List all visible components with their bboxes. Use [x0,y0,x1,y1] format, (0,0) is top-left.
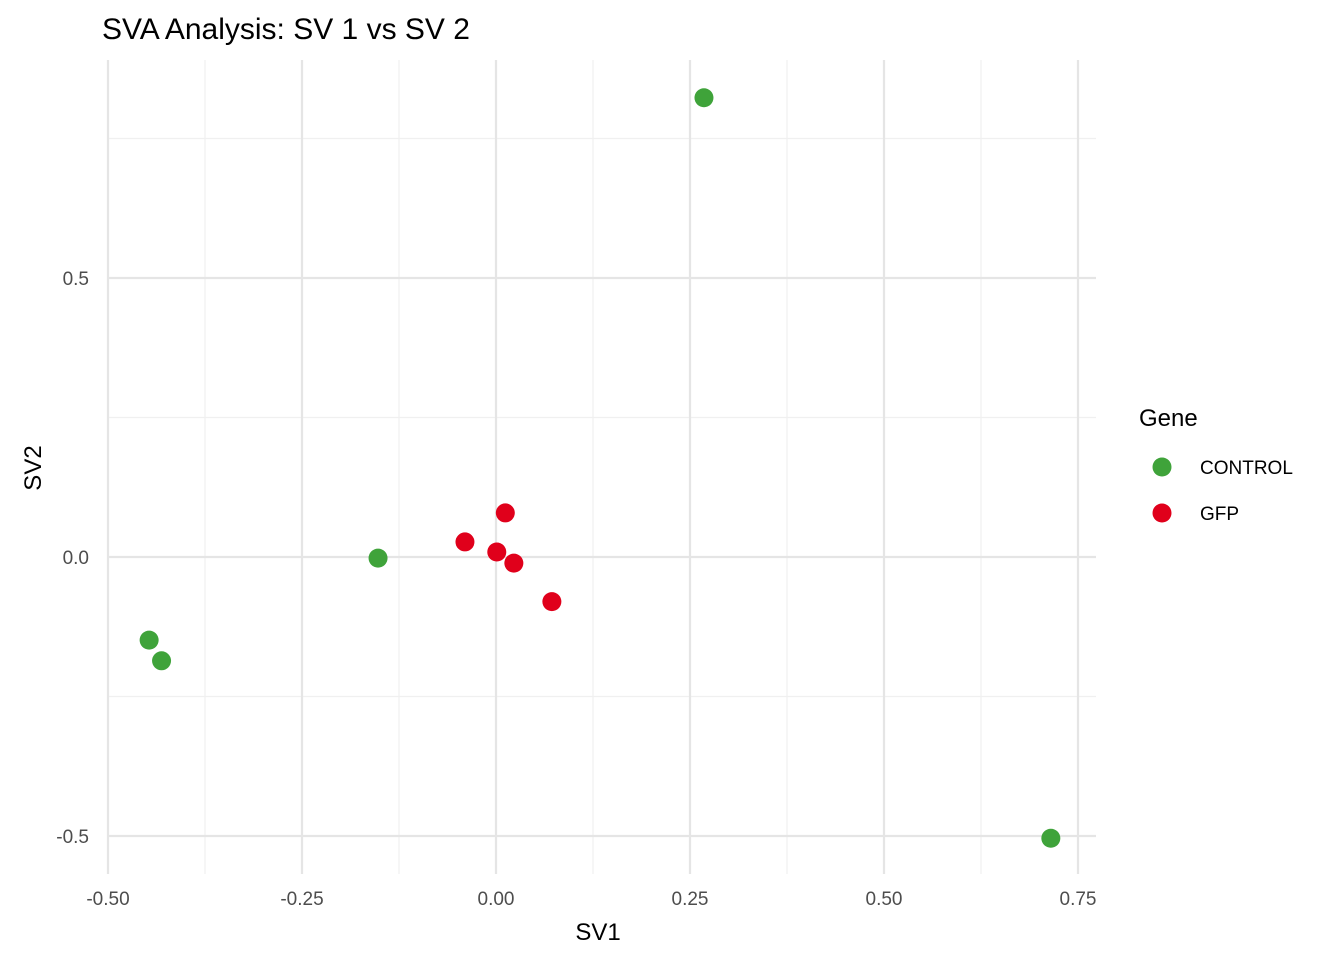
x-axis-title: SV1 [575,919,620,946]
x-tick-label: -0.50 [86,889,129,910]
legend-title: Gene [1139,405,1198,432]
x-tick-label: 0.75 [1060,889,1097,910]
x-tick-label: 0.00 [478,889,515,910]
point-gfp [504,553,524,573]
point-control [1041,828,1061,848]
y-tick-label: 0.5 [63,269,89,290]
x-tick-label: 0.50 [866,889,903,910]
y-tick-label: 0.0 [63,548,89,569]
legend-items: CONTROL GFP [1152,457,1293,525]
x-axis-ticks: -0.50 -0.25 0.00 0.25 0.50 0.75 [86,889,1096,910]
legend-label-gfp: GFP [1200,504,1239,525]
y-axis-ticks: -0.5 0.0 0.5 [56,269,89,848]
x-tick-label: -0.25 [280,889,323,910]
y-axis-title: SV2 [20,445,47,490]
point-control [368,548,388,568]
point-control [139,630,159,650]
point-gfp [487,542,507,562]
legend: Gene CONTROL GFP [1139,405,1293,525]
legend-label-control: CONTROL [1200,458,1293,479]
legend-key-gfp [1152,503,1172,523]
point-gfp [542,592,562,612]
x-tick-label: 0.25 [672,889,709,910]
point-gfp [495,503,515,523]
grid [106,60,1096,874]
point-control [152,651,172,671]
y-tick-label: -0.5 [56,827,89,848]
legend-key-control [1152,457,1172,477]
point-gfp [455,532,475,552]
chart-title: SVA Analysis: SV 1 vs SV 2 [102,13,470,46]
data-points [139,88,1061,848]
point-control [694,88,714,108]
